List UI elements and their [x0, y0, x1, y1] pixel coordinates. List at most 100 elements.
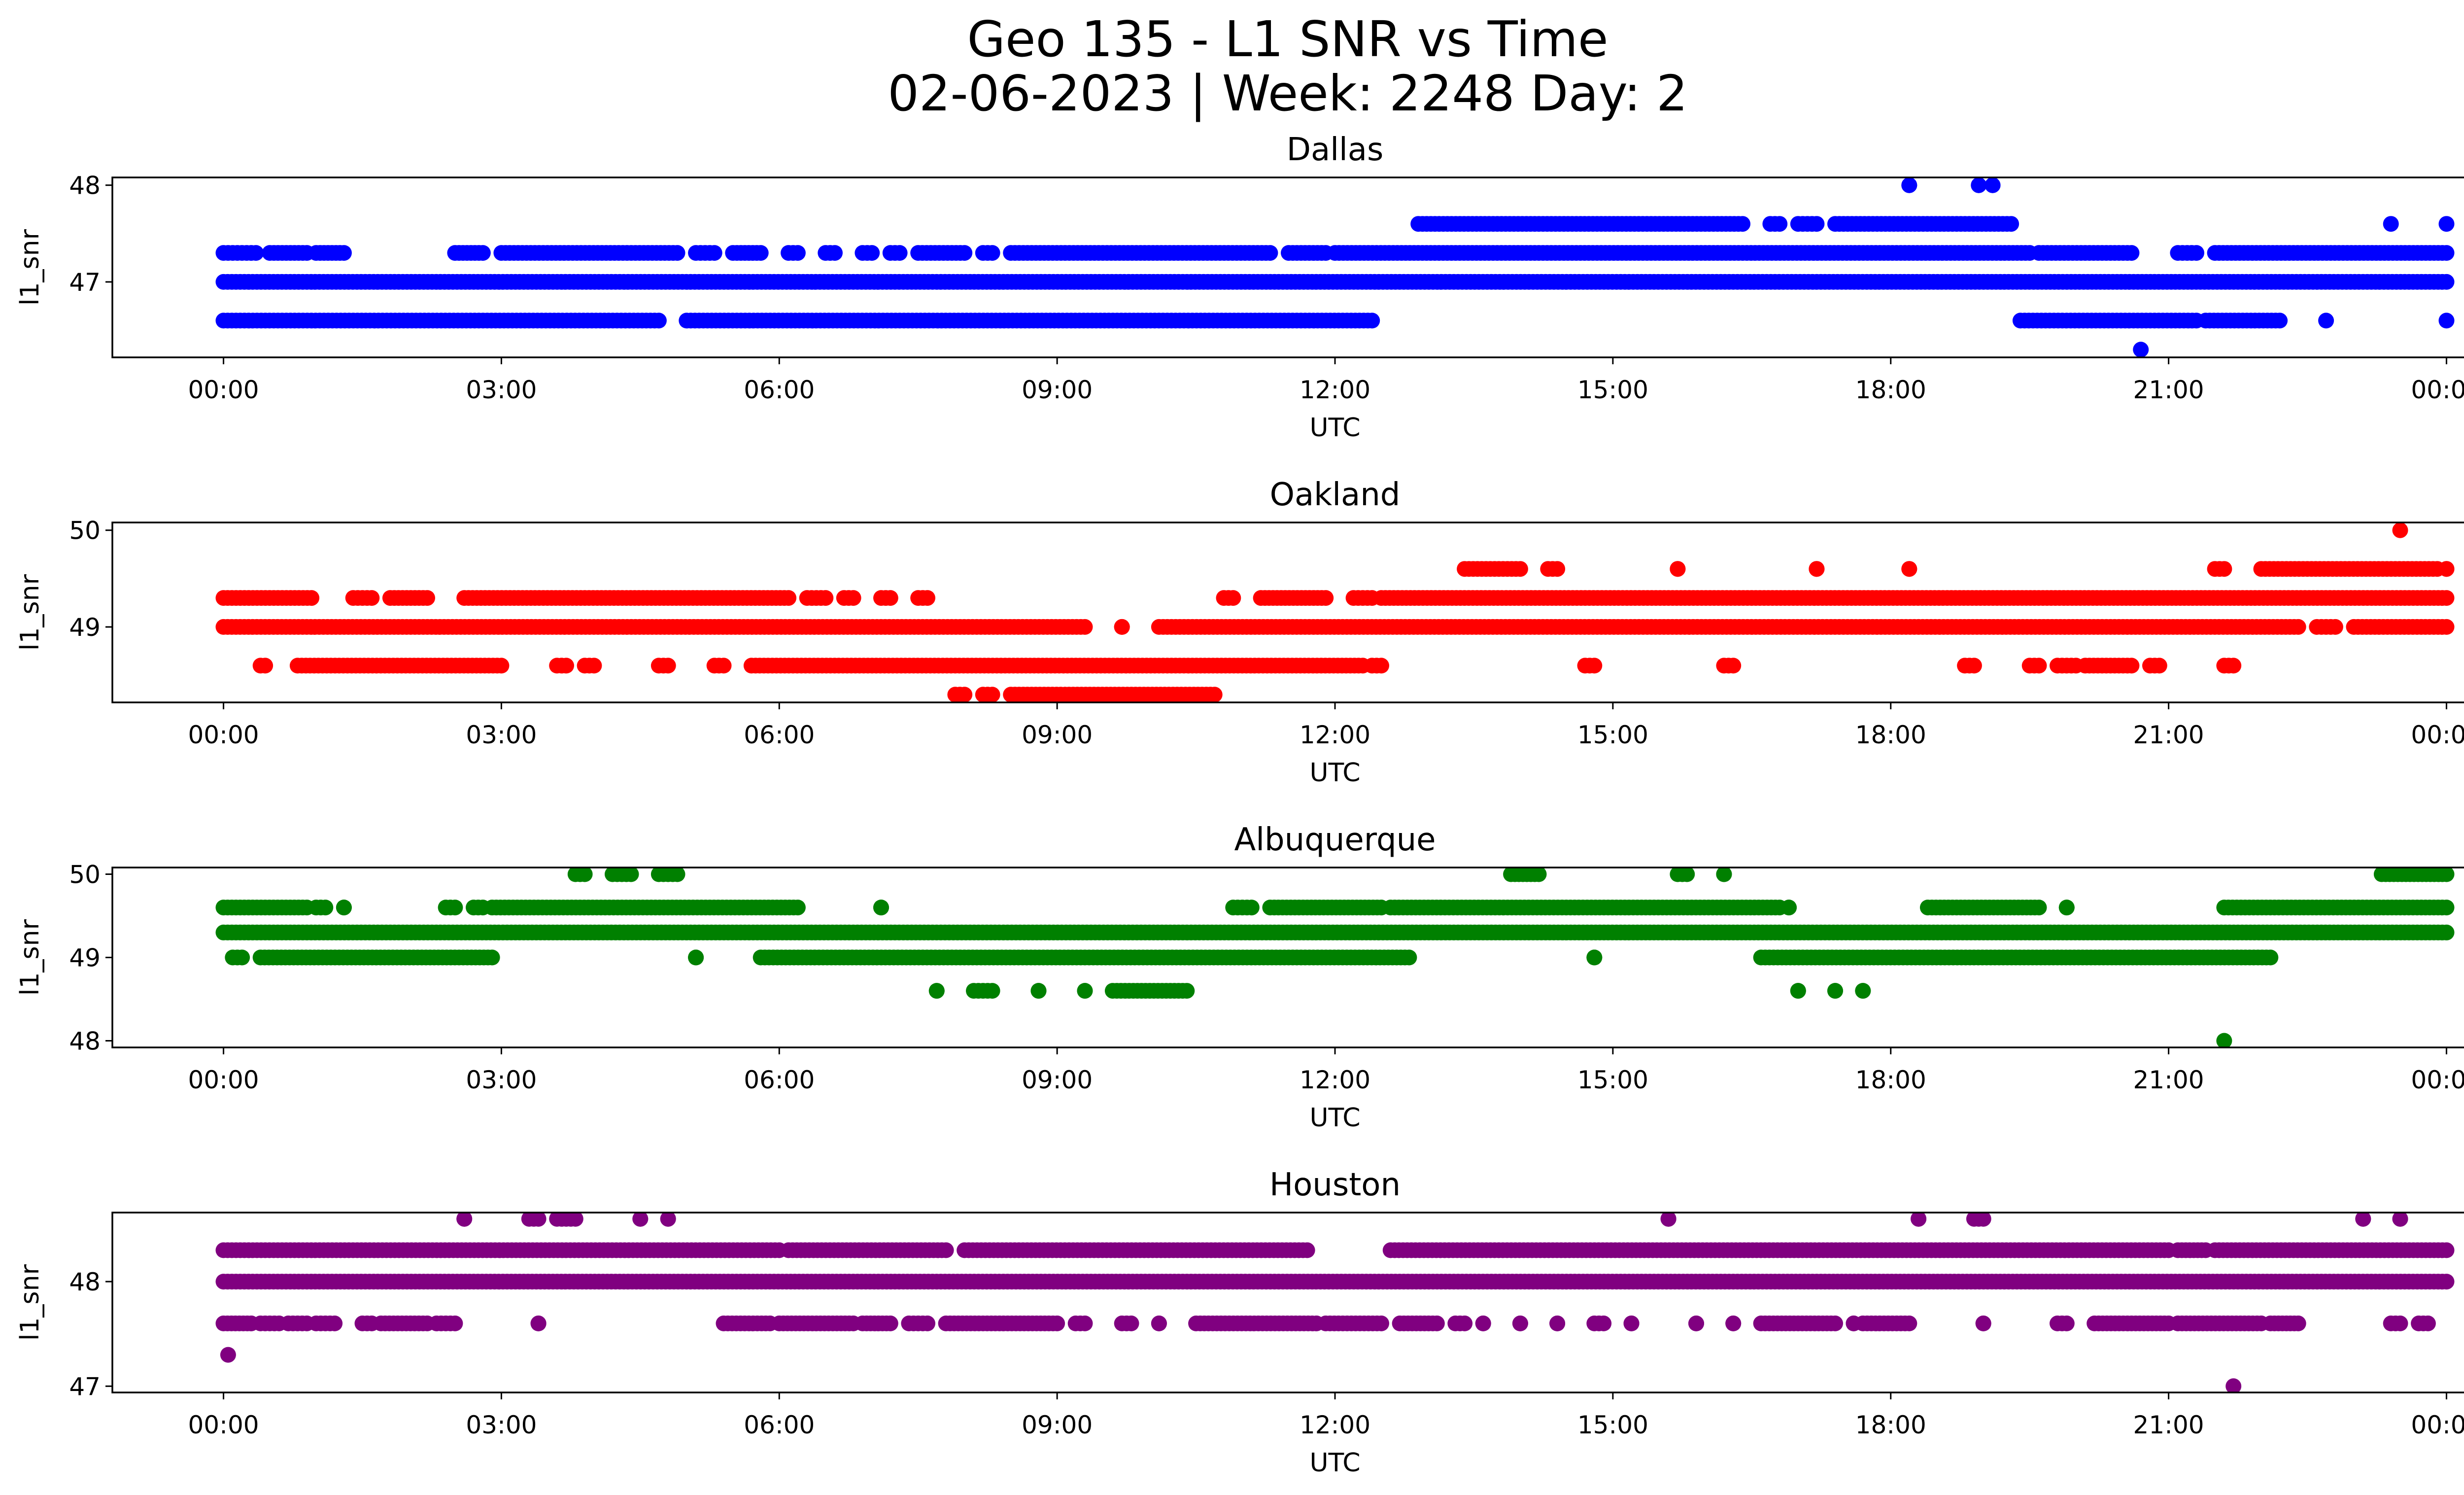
data-point	[1716, 868, 1732, 882]
data-point	[1299, 1242, 1315, 1258]
data-point	[2438, 924, 2455, 940]
data-point	[336, 900, 352, 916]
data-point	[1901, 177, 1917, 193]
x-tick-label: 15:00	[1577, 721, 1648, 749]
y-tick-label: 49	[69, 613, 101, 642]
data-point	[789, 900, 806, 916]
y-tick-label: 47	[69, 268, 101, 297]
data-point	[1971, 177, 1987, 193]
data-point	[2438, 313, 2455, 329]
data-point	[2438, 1274, 2455, 1290]
data-point	[1855, 983, 1871, 999]
y-axis-label: l1_snr	[15, 574, 45, 651]
data-point	[669, 868, 685, 882]
x-tick-label: 06:00	[744, 1066, 815, 1094]
data-point	[586, 658, 602, 674]
subplot-title: Dallas	[1287, 132, 1384, 168]
data-point	[1827, 983, 1843, 999]
data-point	[1901, 561, 1917, 577]
data-point	[818, 590, 834, 606]
data-point	[1401, 949, 1417, 966]
data-point	[1114, 619, 1130, 635]
data-point	[1985, 177, 2001, 193]
data-point	[1586, 658, 1603, 674]
x-tick-label: 06:00	[744, 376, 815, 404]
data-point	[781, 590, 797, 606]
data-point	[336, 245, 352, 261]
data-point	[2058, 900, 2075, 916]
data-point	[706, 245, 722, 261]
x-tick-label: 21:00	[2133, 721, 2204, 749]
x-tick-label: 00:00	[188, 376, 259, 404]
data-point	[873, 900, 889, 916]
data-point	[864, 245, 880, 261]
data-point	[1077, 983, 1093, 999]
x-tick-label: 00:00	[2411, 1066, 2464, 1094]
axes-frame	[111, 522, 2464, 703]
y-axis-label: l1_snr	[15, 229, 45, 306]
data-point	[2383, 216, 2399, 232]
data-point	[493, 658, 510, 674]
data-point	[1262, 245, 1278, 261]
data-point	[2438, 619, 2455, 635]
x-axis-label: UTC	[1309, 758, 1360, 788]
y-tick-label: 50	[69, 517, 101, 545]
data-point	[1179, 983, 1195, 999]
data-point	[1966, 658, 1982, 674]
x-tick-label: 09:00	[1022, 376, 1093, 404]
x-tick-label: 12:00	[1300, 721, 1370, 749]
data-point	[2031, 658, 2047, 674]
x-tick-label: 15:00	[1577, 1066, 1648, 1094]
data-point	[419, 590, 435, 606]
x-tick-label: 21:00	[2133, 1066, 2204, 1094]
data-point	[1725, 658, 1742, 674]
data-point	[364, 590, 380, 606]
data-point	[716, 658, 732, 674]
y-tick-label: 49	[69, 944, 101, 973]
data-point	[2225, 658, 2242, 674]
data-point	[623, 868, 639, 882]
data-point	[845, 590, 861, 606]
data-point	[2438, 245, 2455, 261]
y-tick-label: 48	[69, 172, 101, 200]
data-point	[1790, 983, 1806, 999]
data-point	[2189, 245, 2204, 261]
data-point	[2003, 216, 2019, 232]
data-point	[558, 658, 574, 674]
data-point	[2438, 900, 2455, 916]
data-point	[2272, 313, 2288, 329]
data-point	[688, 949, 704, 966]
scatter-points	[215, 868, 2455, 1047]
data-point	[2318, 313, 2334, 329]
data-point	[1512, 561, 1528, 577]
data-point	[1679, 868, 1695, 882]
data-point	[2290, 619, 2306, 635]
data-point	[1781, 900, 1797, 916]
x-tick-label: 09:00	[1022, 721, 1093, 749]
data-point	[827, 245, 843, 261]
data-point	[957, 245, 973, 261]
data-point	[2123, 658, 2140, 674]
y-tick-label: 50	[69, 861, 101, 889]
data-point	[920, 590, 935, 606]
data-point	[484, 949, 500, 966]
data-point	[1586, 949, 1603, 966]
x-tick-label: 18:00	[1855, 721, 1926, 749]
scatter-points	[215, 177, 2455, 357]
figure-title-line2: 02-06-2023 | Week: 2248 Day: 2	[888, 65, 1688, 122]
data-point	[2216, 561, 2232, 577]
data-point	[1735, 216, 1750, 232]
data-point	[1670, 561, 1686, 577]
data-point	[1030, 983, 1047, 999]
data-point	[447, 900, 463, 916]
data-point	[928, 983, 945, 999]
data-point	[248, 245, 264, 261]
data-point	[2216, 1033, 2232, 1047]
data-point	[475, 245, 491, 261]
data-point	[938, 1242, 954, 1258]
subplot-title: Albuquerque	[1234, 822, 1436, 858]
subplot-title: Houston	[1269, 1167, 1401, 1203]
